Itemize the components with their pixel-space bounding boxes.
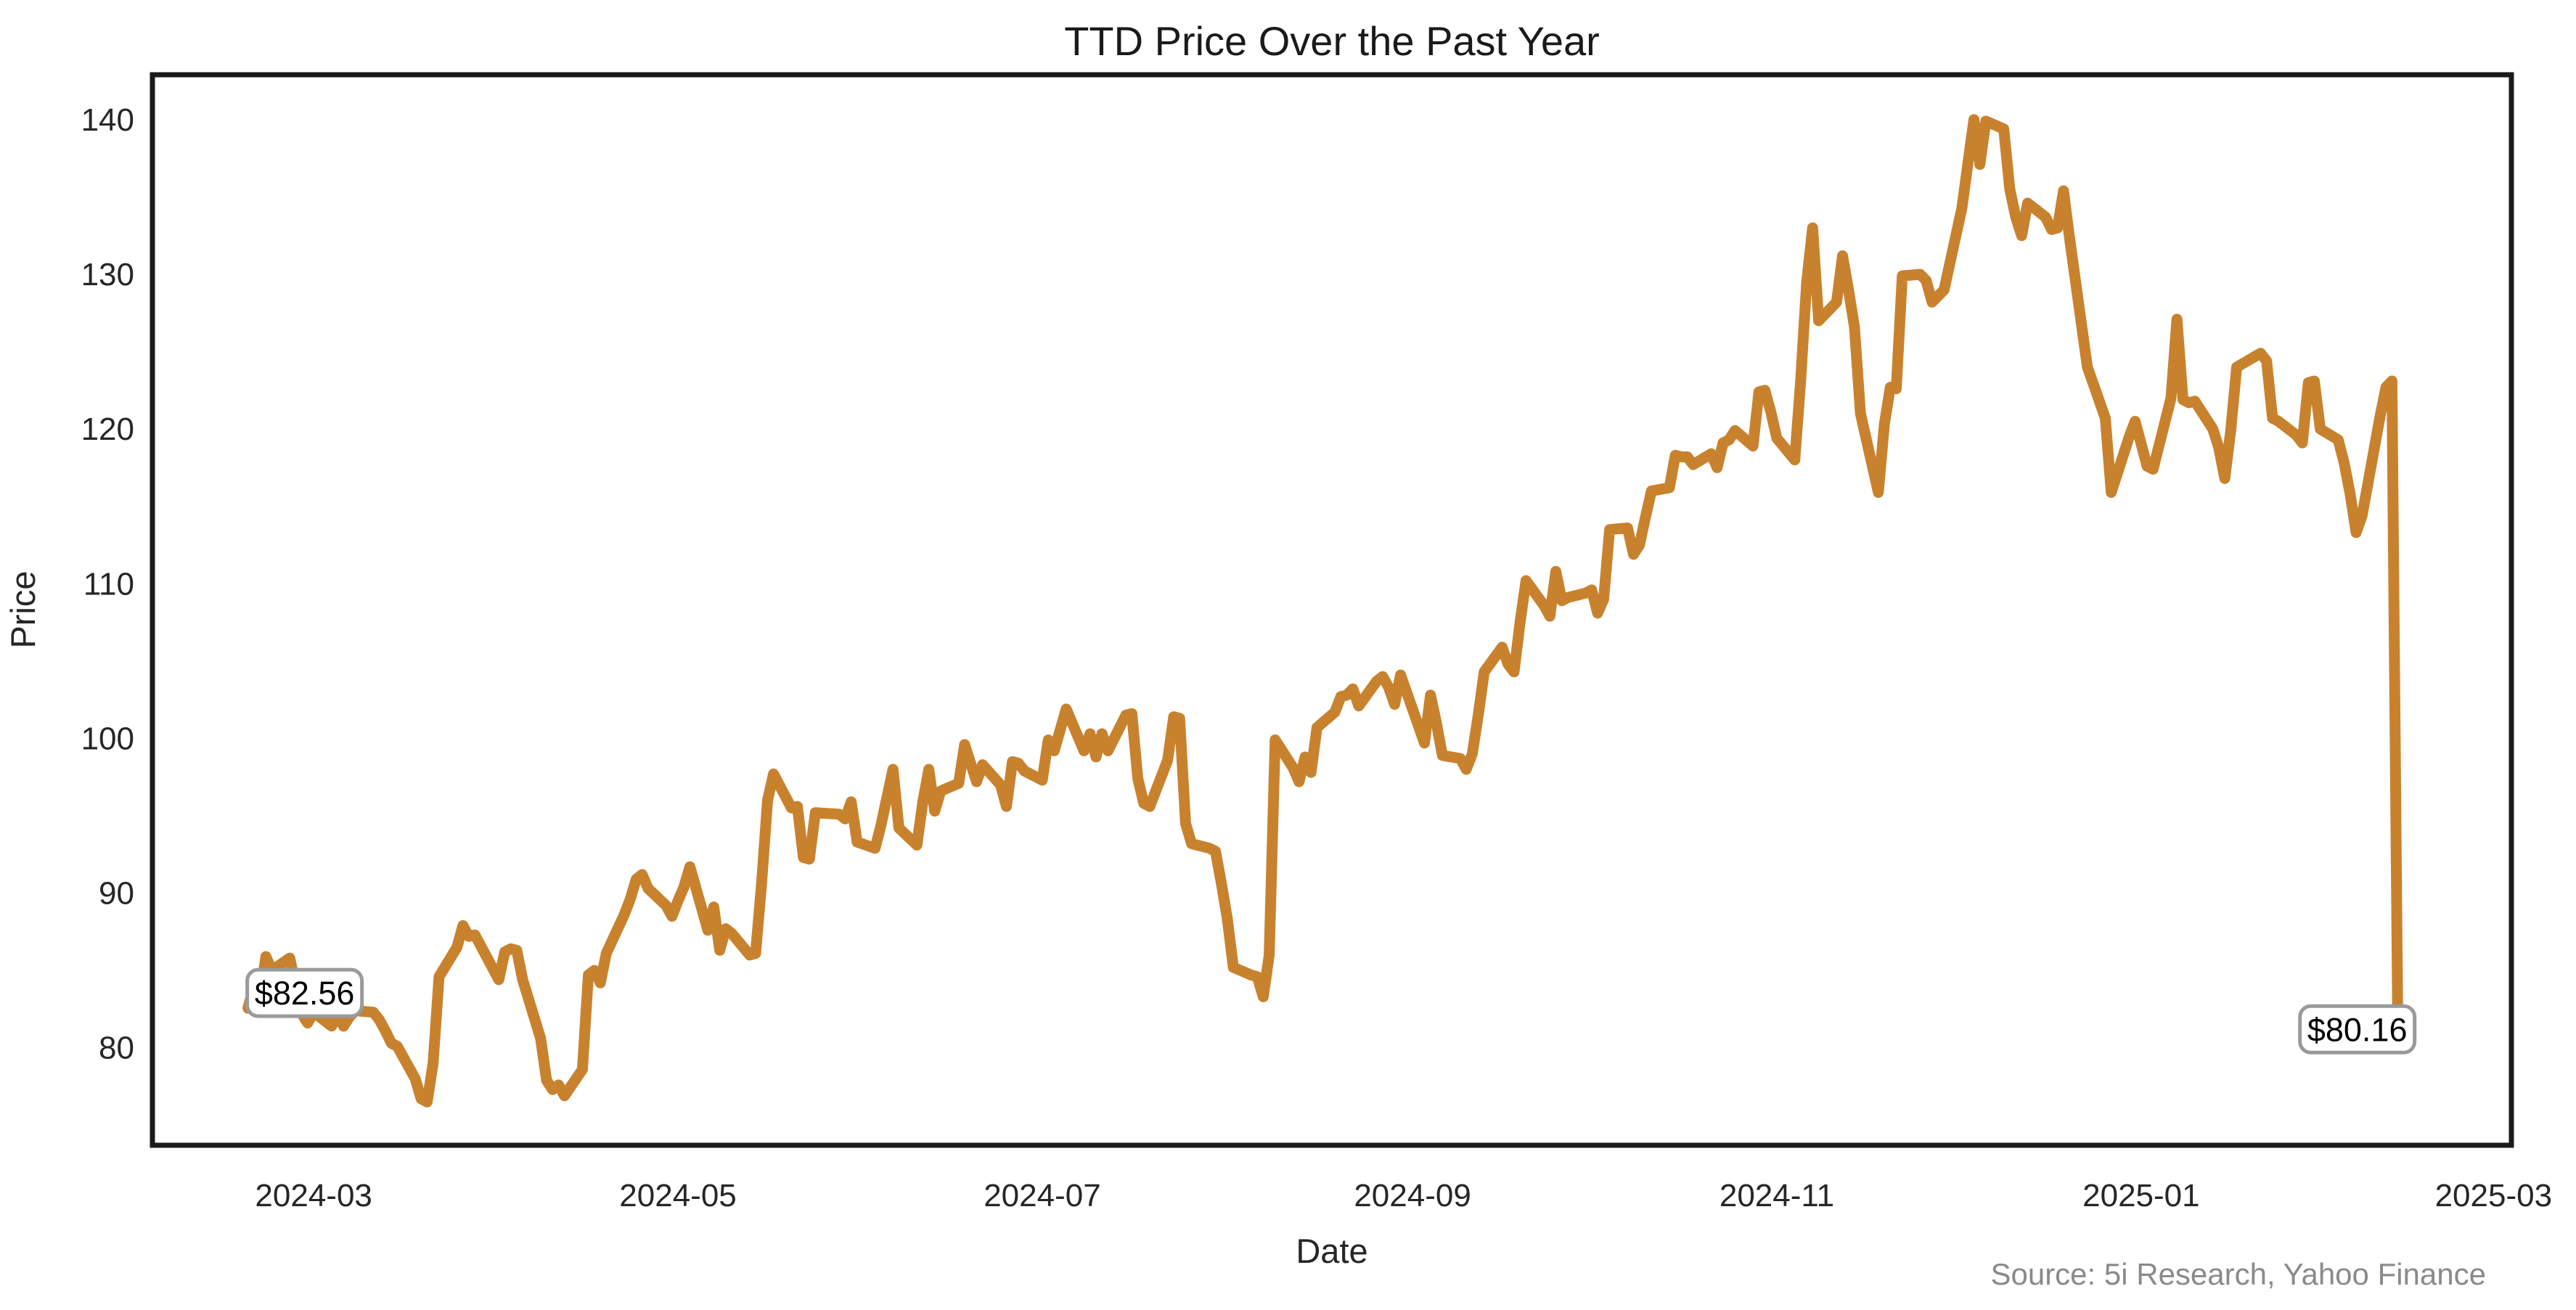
annotation-box bbox=[2298, 1004, 2417, 1055]
y-tick-label: 120 bbox=[81, 412, 134, 447]
annotation-price-label: $82.56 bbox=[255, 975, 355, 1012]
chart-title: TTD Price Over the Past Year bbox=[1064, 18, 1600, 64]
x-tick-label: 2024-07 bbox=[984, 1178, 1100, 1213]
x-axis-label: Date bbox=[1296, 1232, 1367, 1270]
price-line bbox=[242, 114, 2404, 1108]
annotation-box bbox=[245, 967, 364, 1018]
y-axis-ticks: 80 90 100 110 120 130 140 bbox=[81, 102, 134, 1066]
x-tick-label: 2025-03 bbox=[2435, 1178, 2552, 1213]
y-tick-label: 80 bbox=[99, 1031, 134, 1066]
annotation-price-label: $80.16 bbox=[2307, 1011, 2408, 1048]
x-axis-ticks: 2024-03 2024-05 2024-07 2024-09 2024-11 2025-… bbox=[255, 1178, 2552, 1213]
price-annotations: $82.56 $80.16 bbox=[245, 967, 2417, 1055]
line-series bbox=[242, 114, 2404, 1108]
y-tick-label: 110 bbox=[83, 566, 134, 602]
x-tick-label: 2024-11 bbox=[1720, 1178, 1834, 1213]
x-tick-label: 2025-01 bbox=[2082, 1178, 2199, 1213]
x-tick-label: 2024-05 bbox=[619, 1178, 736, 1213]
y-tick-label: 90 bbox=[99, 876, 134, 912]
plot-area-border bbox=[150, 72, 2514, 1148]
x-tick-label: 2024-03 bbox=[255, 1178, 372, 1213]
source-note: Source: 5i Research, Yahoo Finance bbox=[1990, 1257, 2486, 1291]
x-tick-label: 2024-09 bbox=[1354, 1178, 1471, 1213]
y-axis-label: Price bbox=[4, 570, 42, 648]
y-tick-label: 130 bbox=[81, 257, 134, 292]
y-tick-label: 100 bbox=[81, 721, 134, 756]
y-tick-label: 140 bbox=[81, 102, 134, 138]
